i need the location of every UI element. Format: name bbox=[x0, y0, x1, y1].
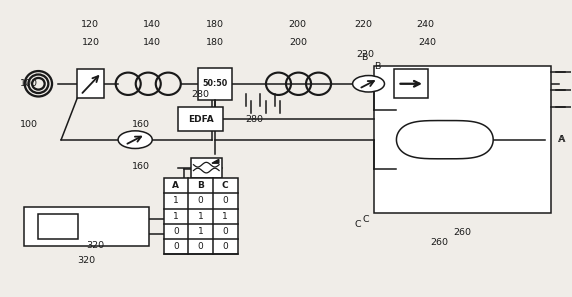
Text: 1: 1 bbox=[198, 212, 204, 221]
Text: A: A bbox=[172, 181, 180, 190]
Bar bbox=[77, 69, 105, 99]
Bar bbox=[198, 68, 232, 100]
Text: 0: 0 bbox=[198, 242, 204, 251]
Text: 0: 0 bbox=[173, 227, 179, 236]
Text: 0: 0 bbox=[223, 227, 228, 236]
Text: A: A bbox=[559, 135, 565, 144]
Text: 300: 300 bbox=[206, 182, 224, 191]
Text: 0: 0 bbox=[198, 196, 204, 205]
Circle shape bbox=[118, 131, 152, 148]
Text: 320: 320 bbox=[86, 241, 104, 250]
Text: 0: 0 bbox=[223, 196, 228, 205]
Text: B: B bbox=[361, 53, 367, 62]
Bar bbox=[178, 107, 224, 131]
Text: 320: 320 bbox=[78, 256, 96, 265]
Text: 100: 100 bbox=[19, 121, 38, 129]
Text: 140: 140 bbox=[143, 20, 161, 29]
Text: C: C bbox=[222, 181, 229, 190]
Text: 100: 100 bbox=[19, 79, 38, 88]
Text: 240: 240 bbox=[416, 20, 435, 29]
Text: 180: 180 bbox=[206, 38, 224, 47]
Text: 50:50: 50:50 bbox=[202, 79, 228, 88]
Text: 220: 220 bbox=[354, 20, 372, 29]
Text: EDFA: EDFA bbox=[188, 115, 213, 124]
Text: 1: 1 bbox=[198, 227, 204, 236]
Text: 1: 1 bbox=[173, 196, 179, 205]
Text: 300: 300 bbox=[200, 187, 218, 195]
Text: 120: 120 bbox=[81, 20, 98, 29]
Text: 160: 160 bbox=[132, 121, 150, 129]
Text: 240: 240 bbox=[418, 38, 436, 47]
Text: 160: 160 bbox=[132, 162, 150, 171]
Text: B: B bbox=[374, 61, 380, 71]
Circle shape bbox=[352, 75, 384, 92]
Text: 0: 0 bbox=[173, 242, 179, 251]
Bar bbox=[374, 66, 551, 213]
Text: C: C bbox=[363, 215, 369, 224]
Text: 1: 1 bbox=[223, 212, 228, 221]
Text: 200: 200 bbox=[288, 20, 307, 29]
Polygon shape bbox=[212, 159, 219, 163]
Text: 200: 200 bbox=[289, 38, 308, 47]
Polygon shape bbox=[396, 121, 493, 159]
Text: 280: 280 bbox=[246, 115, 264, 124]
Text: 260: 260 bbox=[454, 228, 471, 237]
Text: 280: 280 bbox=[192, 90, 209, 99]
Text: 140: 140 bbox=[143, 38, 161, 47]
Text: 120: 120 bbox=[82, 38, 100, 47]
Text: 220: 220 bbox=[357, 50, 375, 59]
Text: C: C bbox=[355, 220, 362, 230]
Text: A: A bbox=[558, 135, 564, 144]
Text: B: B bbox=[197, 181, 204, 190]
Text: 260: 260 bbox=[431, 238, 448, 247]
Bar bbox=[38, 214, 78, 239]
Bar bbox=[164, 178, 237, 255]
Bar bbox=[190, 158, 222, 178]
Text: 180: 180 bbox=[206, 20, 224, 29]
Bar bbox=[24, 207, 149, 246]
Text: 1: 1 bbox=[173, 212, 179, 221]
Text: 0: 0 bbox=[223, 242, 228, 251]
Bar bbox=[394, 69, 428, 99]
